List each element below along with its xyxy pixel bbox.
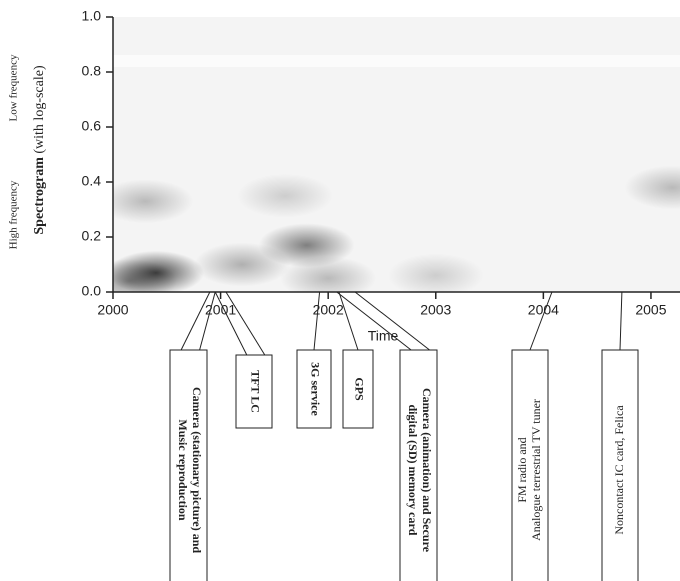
annotation-text: Music reproduction [176,419,190,521]
x-tick-label: 2005 [635,302,666,318]
y-tick-label: 1.0 [82,8,102,24]
x-tick-label: 2001 [205,302,236,318]
y-tick-label: 0.6 [82,118,102,134]
x-axis-title: Time [368,328,399,344]
annotation-text: Camera (animation) and Secure [420,388,434,553]
y-axis-title-rest: (with log-scale) [32,65,47,154]
y-axis-title-bold: Spectrogram [32,157,47,235]
annotation-pointer [226,292,265,355]
y-tick-label: 0.4 [82,173,102,189]
annotation-pointer [181,292,210,350]
spectrogram-spot [237,174,333,218]
low-frequency-label: Low frequency [8,54,20,121]
spectrogram-spot [97,179,193,223]
annotation-text: GPS [352,377,366,401]
high-frequency-label: High frequency [8,180,20,249]
annotation-text: 3G service [308,362,322,416]
annotation-pointer [530,292,552,350]
annotation-text: Noncontact IC card, Felica [612,405,626,535]
annotation-text: FM radio and [515,437,529,502]
y-tick-label: 0.2 [82,228,102,244]
annotation-pointer [314,292,320,350]
x-tick-label: 2003 [420,302,451,318]
y-tick-label: 0.8 [82,63,102,79]
annotation-text: digital (SD) memory card [406,405,420,536]
annotation-text: Camera (stationary picture) and [190,387,204,553]
spectrogram-spot [388,254,484,298]
chart: Low frequency High frequency Spectrogram… [0,0,680,581]
annotation-text: Analogue terrestrial TV tuner [529,399,543,541]
light-band [113,55,680,67]
annotation-pointer [200,292,216,350]
annotation-text: TFT LC [248,370,262,413]
y-tick-label: 0.0 [82,283,102,299]
annotation-pointer [620,292,622,350]
x-tick-label: 2000 [97,302,128,318]
y-axis-title: Spectrogram (with log-scale) [32,65,47,235]
